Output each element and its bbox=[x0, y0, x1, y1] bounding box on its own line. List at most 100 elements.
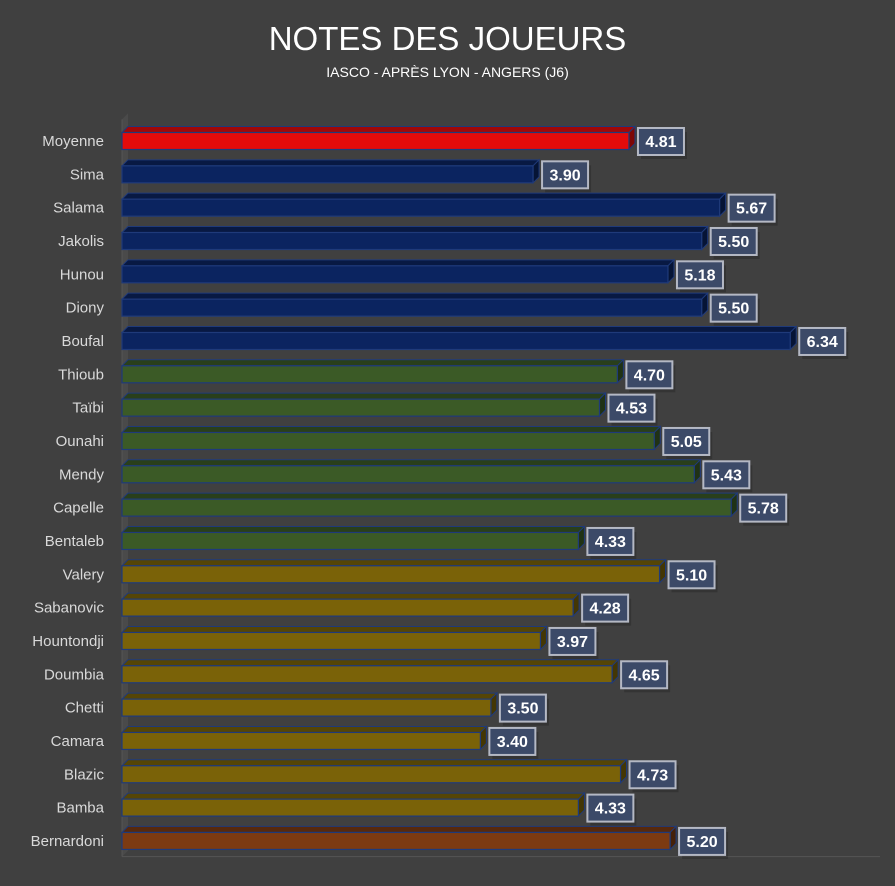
data-label: 5.50 bbox=[718, 301, 749, 318]
bar bbox=[121, 398, 601, 417]
bar-top bbox=[120, 825, 678, 833]
data-label: 4.33 bbox=[595, 801, 626, 818]
data-label: 3.50 bbox=[507, 701, 538, 718]
bar bbox=[121, 698, 492, 717]
bar bbox=[121, 431, 655, 451]
category-label: Chetti bbox=[65, 700, 104, 717]
category-label: Salama bbox=[53, 200, 105, 217]
category-label: Camara bbox=[51, 733, 105, 750]
bar bbox=[121, 531, 579, 551]
data-label-box bbox=[702, 460, 751, 490]
bar-top bbox=[120, 459, 702, 467]
data-label: 5.20 bbox=[687, 834, 718, 851]
bar-top bbox=[120, 559, 667, 567]
data-label-box bbox=[607, 393, 656, 423]
bar-top bbox=[120, 725, 488, 733]
data-label-box bbox=[739, 493, 788, 523]
category-label: Hountondji bbox=[32, 633, 104, 650]
data-label: 5.18 bbox=[684, 267, 715, 284]
bar-top bbox=[120, 625, 548, 633]
bar bbox=[121, 131, 630, 151]
bar-top bbox=[120, 192, 727, 200]
bar bbox=[121, 831, 671, 851]
category-label: Taïbi bbox=[72, 400, 104, 417]
bar-top bbox=[120, 126, 637, 133]
data-label-box bbox=[581, 593, 630, 623]
data-label: 4.33 bbox=[595, 534, 626, 551]
data-label: 5.67 bbox=[736, 201, 767, 218]
category-label: Sima bbox=[70, 166, 105, 183]
category-label: Moyenne bbox=[42, 133, 104, 150]
data-label: 4.81 bbox=[645, 134, 676, 151]
bar bbox=[121, 298, 703, 317]
data-label: 4.53 bbox=[616, 401, 647, 418]
category-label: Valery bbox=[63, 566, 105, 583]
data-label: 4.70 bbox=[634, 367, 665, 384]
data-label-box bbox=[662, 426, 711, 456]
data-label: 3.90 bbox=[549, 167, 580, 184]
category-label: Ounahi bbox=[56, 433, 104, 450]
bar bbox=[121, 565, 661, 584]
data-label: 4.28 bbox=[590, 601, 621, 618]
bar bbox=[121, 631, 542, 651]
data-label: 5.05 bbox=[671, 434, 702, 451]
data-label: 4.73 bbox=[637, 767, 668, 784]
data-label-box bbox=[548, 626, 597, 656]
bar-top bbox=[120, 392, 607, 400]
bar bbox=[121, 265, 669, 284]
data-label-box bbox=[798, 326, 847, 356]
data-label: 5.78 bbox=[748, 501, 779, 518]
bar bbox=[121, 165, 534, 184]
bar bbox=[121, 798, 579, 817]
data-label: 5.43 bbox=[711, 467, 742, 484]
data-label-box bbox=[678, 826, 727, 856]
bar-top bbox=[120, 259, 676, 267]
bar-top bbox=[120, 525, 586, 533]
category-label: Bentaleb bbox=[45, 533, 104, 550]
bar-top bbox=[120, 759, 628, 767]
category-label: Thioub bbox=[58, 366, 104, 383]
bar bbox=[121, 465, 695, 484]
bar-top bbox=[120, 325, 798, 333]
data-label-box bbox=[675, 260, 724, 290]
bar bbox=[121, 331, 791, 351]
bar bbox=[121, 231, 703, 251]
bar-top bbox=[120, 159, 541, 167]
data-label: 3.40 bbox=[497, 734, 528, 751]
category-label: Mendy bbox=[59, 466, 105, 483]
category-label: Sabanovic bbox=[34, 600, 105, 617]
category-label: Boufal bbox=[61, 333, 104, 350]
data-label-box bbox=[620, 660, 669, 690]
bar bbox=[121, 598, 574, 617]
data-label: 3.97 bbox=[557, 634, 588, 651]
chart-subtitle: IASCO - APRÈS LYON - ANGERS (J6) bbox=[326, 64, 569, 80]
data-label-box bbox=[628, 760, 677, 790]
bar bbox=[121, 365, 618, 384]
data-label-box bbox=[727, 193, 776, 223]
bar-top bbox=[120, 425, 662, 433]
category-label: Diony bbox=[66, 300, 105, 317]
bar-top bbox=[120, 359, 625, 367]
category-label: Jakolis bbox=[58, 233, 104, 250]
bar bbox=[121, 731, 481, 751]
data-label-box bbox=[636, 127, 685, 156]
data-label-box bbox=[541, 160, 590, 190]
category-label: Bernardoni bbox=[31, 833, 104, 850]
data-label-box bbox=[709, 226, 758, 256]
bar-top bbox=[120, 792, 586, 800]
data-label: 4.65 bbox=[629, 667, 660, 684]
bar-top bbox=[120, 292, 709, 300]
data-label-box bbox=[586, 793, 635, 823]
data-label: 5.10 bbox=[676, 567, 707, 584]
data-label-box bbox=[586, 526, 635, 556]
bar bbox=[121, 765, 622, 784]
chart-title: NOTES DES JOUEURS bbox=[268, 20, 627, 57]
data-label-box bbox=[709, 293, 758, 323]
data-label-box bbox=[625, 360, 674, 390]
bar-top bbox=[120, 592, 581, 600]
bar bbox=[121, 198, 721, 217]
bar bbox=[121, 498, 732, 517]
category-label: Capelle bbox=[53, 500, 104, 517]
